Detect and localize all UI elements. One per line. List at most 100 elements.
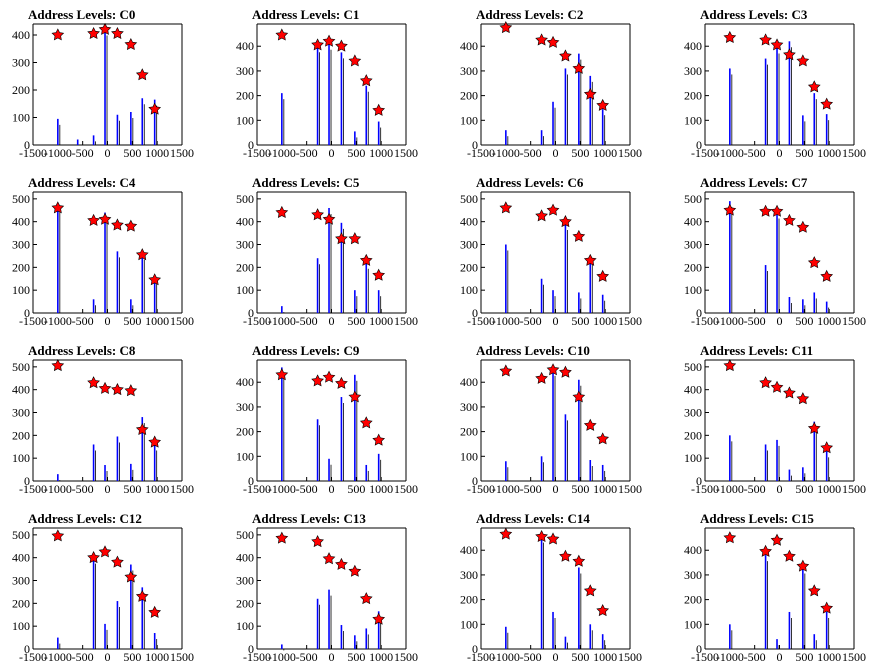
y-tick-label: 400 — [236, 375, 254, 389]
peak-star-marker — [770, 380, 784, 393]
x-tick-label: 1500 — [842, 146, 866, 160]
peak-star-marker — [275, 28, 289, 41]
x-tick-label: 0 — [105, 314, 111, 328]
panel-title: Address Levels: C5 — [252, 175, 360, 190]
peak-star-marker — [546, 35, 560, 48]
x-tick-label: 500 — [123, 650, 141, 664]
y-tick-label: 100 — [236, 449, 254, 463]
peak-star-marker — [124, 384, 138, 397]
y-tick-label: 0 — [696, 138, 702, 152]
x-tick-label: 500 — [123, 482, 141, 496]
panel-title: Address Levels: C6 — [476, 175, 584, 190]
y-tick-label: 300 — [236, 64, 254, 78]
y-tick-label: 0 — [248, 642, 254, 656]
peak-star-marker — [372, 433, 386, 446]
x-tick-label: -500 — [744, 650, 766, 664]
peak-star-marker — [148, 102, 162, 115]
peak-star-marker — [335, 232, 348, 245]
y-tick-label: 400 — [12, 28, 30, 42]
peak-star-marker — [348, 232, 362, 245]
x-tick-label: -1500 — [19, 146, 47, 160]
peak-star-marker — [51, 201, 65, 214]
x-tick-label: -500 — [744, 314, 766, 328]
y-tick-label: 100 — [12, 619, 30, 633]
histogram-panel: Address Levels: C14 0 100 200 300 400 -1500-10… — [460, 511, 642, 664]
x-tick-label: 1000 — [817, 650, 841, 664]
peak-star-marker — [596, 98, 610, 111]
histogram-panel: Address Levels: C13 0 100 200 300 400 500 -1500… — [236, 511, 418, 664]
y-tick-label: 400 — [236, 215, 254, 229]
x-tick-label: 500 — [795, 314, 813, 328]
y-tick-label: 0 — [696, 474, 702, 488]
histogram-panel: Address Levels: C11 0 100 200 300 400 500 -1500… — [684, 343, 866, 496]
peak-star-marker — [546, 203, 560, 216]
y-tick-label: 500 — [12, 528, 30, 542]
x-tick-label: 0 — [777, 650, 783, 664]
peak-star-marker — [572, 229, 586, 242]
y-tick-label: 0 — [24, 474, 30, 488]
peak-star-marker — [796, 392, 810, 405]
panel-title: Address Levels: C2 — [476, 7, 583, 22]
y-tick-label: 300 — [12, 56, 30, 70]
peak-star-marker — [783, 48, 796, 61]
x-tick-label: 500 — [571, 146, 589, 160]
x-tick-label: -1500 — [19, 482, 47, 496]
panel-title: Address Levels: C7 — [700, 175, 808, 190]
histogram-panel: Address Levels: C80100200300400500-1500-… — [12, 343, 194, 496]
y-tick-label: 100 — [684, 451, 702, 465]
y-tick-label: 100 — [684, 617, 702, 631]
x-tick-label: -1500 — [243, 314, 271, 328]
y-tick-label: 500 — [684, 360, 702, 374]
y-tick-label: 0 — [472, 138, 478, 152]
x-tick-label: 500 — [795, 482, 813, 496]
x-tick-label: 1000 — [145, 146, 169, 160]
y-tick-label: 0 — [248, 306, 254, 320]
panel-title: Address Levels: C4 — [28, 175, 136, 190]
x-tick-label: 0 — [329, 314, 335, 328]
histogram-panel: Address Levels: C40100200300400500-1500-… — [12, 175, 194, 328]
y-tick-label: 0 — [24, 138, 30, 152]
x-tick-label: 1000 — [369, 146, 393, 160]
y-tick-label: 100 — [684, 283, 702, 297]
peak-star-marker — [783, 386, 796, 399]
peak-star-marker — [148, 605, 162, 618]
peak-star-marker — [596, 269, 610, 282]
peak-star-marker — [583, 418, 597, 431]
y-tick-label: 500 — [12, 192, 30, 206]
x-tick-label: -1000 — [492, 650, 520, 664]
x-tick-label: 1500 — [618, 146, 642, 160]
x-tick-label: 0 — [329, 650, 335, 664]
peak-star-marker — [535, 33, 548, 46]
y-tick-label: 200 — [460, 260, 478, 274]
x-tick-label: 0 — [777, 146, 783, 160]
x-tick-label: 0 — [553, 146, 559, 160]
x-tick-label: 0 — [553, 314, 559, 328]
peak-star-marker — [583, 253, 597, 266]
x-tick-label: -1500 — [467, 482, 495, 496]
x-tick-label: -1000 — [44, 482, 72, 496]
y-tick-label: 500 — [460, 192, 478, 206]
y-tick-label: 0 — [472, 642, 478, 656]
y-tick-label: 0 — [472, 306, 478, 320]
x-tick-label: 1000 — [593, 314, 617, 328]
x-tick-label: -1500 — [243, 650, 271, 664]
peak-star-marker — [759, 204, 772, 217]
y-tick-label: 400 — [236, 551, 254, 565]
peak-star-marker — [759, 544, 772, 557]
peak-star-marker — [783, 213, 796, 226]
peak-star-marker — [51, 529, 65, 542]
panel-title: Address Levels: C11 — [700, 343, 813, 358]
x-tick-label: -1500 — [243, 146, 271, 160]
peak-star-marker — [135, 68, 149, 81]
x-tick-label: -1000 — [492, 146, 520, 160]
peak-star-marker — [559, 549, 572, 562]
peak-star-marker — [148, 435, 162, 448]
x-tick-label: 0 — [329, 482, 335, 496]
y-tick-label: 100 — [12, 283, 30, 297]
x-tick-label: -1000 — [268, 650, 296, 664]
peak-star-marker — [583, 584, 597, 597]
x-tick-label: -1000 — [492, 314, 520, 328]
x-tick-label: -500 — [72, 482, 94, 496]
peak-star-marker — [723, 203, 737, 216]
x-tick-label: -1000 — [716, 482, 744, 496]
